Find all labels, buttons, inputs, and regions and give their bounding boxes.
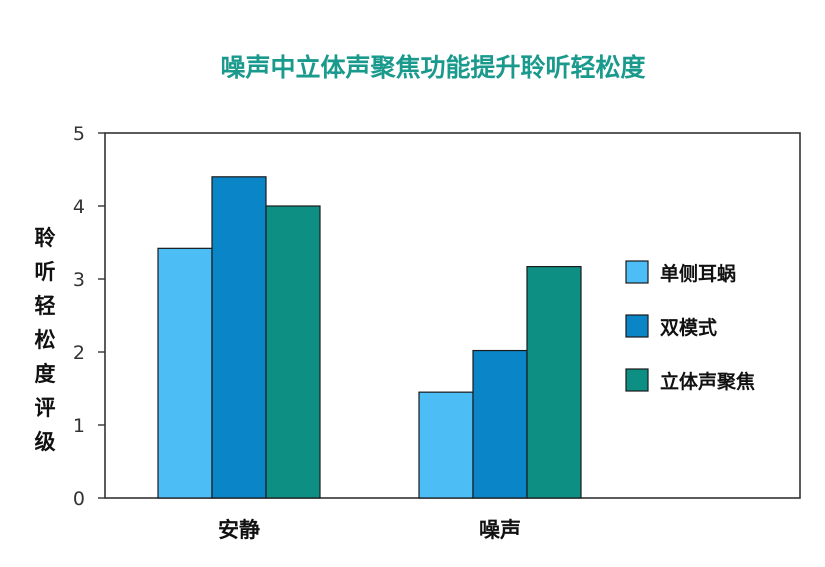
bar-2-1 [211, 176, 267, 499]
bar-3-2 [526, 265, 582, 499]
x-category-label: 安静 [218, 518, 260, 542]
y-axis-label-char: 聆 [35, 226, 56, 250]
x-axis-categories: 安静 噪声 [218, 518, 521, 542]
bar-3-1 [265, 205, 321, 499]
y-axis-label-char: 松 [35, 328, 56, 352]
bars [157, 176, 582, 499]
y-tick-label: 3 [73, 269, 85, 291]
bar-2-2 [472, 349, 528, 499]
chart-title: 噪声中立体声聚焦功能提升聆听轻松度 [220, 53, 645, 82]
y-tick-label: 2 [73, 342, 85, 364]
y-tick-label: 0 [73, 488, 85, 510]
y-tick-label: 4 [73, 196, 85, 218]
y-axis-label-char: 级 [35, 430, 56, 454]
y-axis-label-char: 评 [35, 396, 56, 420]
y-axis-label-char: 度 [35, 362, 56, 386]
bar-1-2 [418, 391, 474, 499]
legend-swatch [625, 260, 649, 284]
legend-label: 单侧耳蜗 [660, 262, 736, 285]
y-tick-label: 5 [73, 123, 85, 145]
y-axis-label-char: 听 [35, 260, 56, 284]
y-tick-label: 1 [73, 415, 85, 437]
y-axis-label-char: 轻 [35, 294, 56, 318]
bar-1-1 [157, 247, 213, 499]
legend-label: 立体声聚焦 [660, 370, 755, 393]
y-axis-ticks: 0 1 2 3 4 5 [73, 123, 105, 510]
x-category-label: 噪声 [479, 518, 521, 542]
legend-swatch [625, 368, 649, 392]
legend-swatch [625, 314, 649, 338]
legend-label: 双模式 [660, 316, 717, 339]
